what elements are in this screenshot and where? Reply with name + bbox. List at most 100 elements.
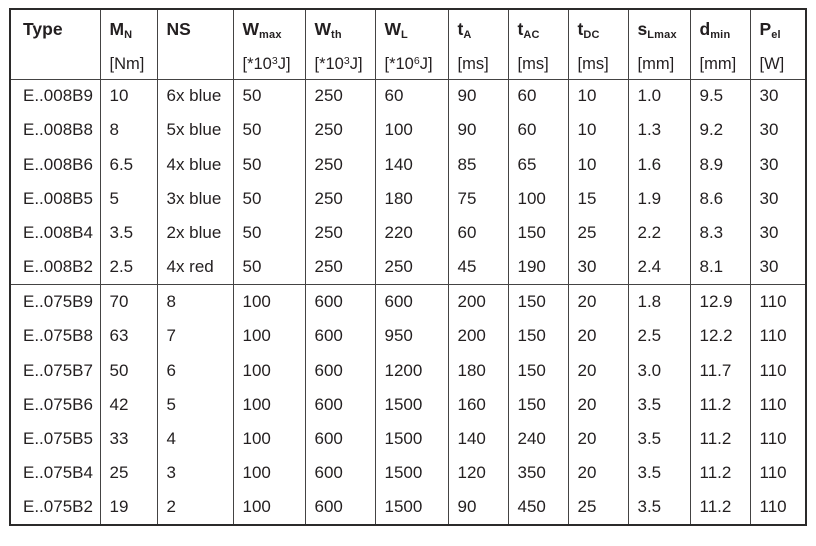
- cell-dmin: 8.6: [689, 181, 750, 217]
- cell-slmax: 1.8: [627, 284, 690, 320]
- cell-dmin: 9.5: [689, 79, 750, 114]
- cell-tdc: 25: [567, 490, 628, 525]
- cell-tac: 450: [507, 490, 568, 525]
- cell-slmax: 3.5: [627, 387, 690, 422]
- cell-tdc: 20: [567, 421, 628, 457]
- cell-tac: 100: [507, 181, 568, 217]
- cell-pel: 110: [749, 319, 806, 354]
- column-unit: [mm]: [637, 55, 675, 73]
- cell-tdc: 25: [567, 216, 628, 251]
- column-header-tac: tAC [ms]: [507, 9, 568, 80]
- column-symbol: sLmax: [637, 19, 677, 41]
- column-unit: [Nm]: [109, 55, 145, 73]
- cell-ta: 200: [447, 284, 508, 320]
- cell-mn: 8: [99, 113, 157, 148]
- table-row: E..008B6 6.5 4x blue 50 250 140 85 65 10 1.6 8.9 30: [10, 147, 806, 182]
- cell-mn: 33: [99, 421, 157, 457]
- column-unit: [ms]: [577, 55, 609, 73]
- cell-type: E..075B8: [23, 326, 93, 346]
- cell-tdc: 10: [567, 79, 628, 114]
- cell-wmax: 100: [232, 284, 305, 320]
- column-unit: [*103J]: [242, 55, 291, 73]
- cell-pel: 30: [749, 181, 806, 217]
- table-header: Type MN [Nm] NS Wmax [*103J] Wth [*103J] WL [*1…: [10, 9, 806, 80]
- cell-wmax: 100: [232, 421, 305, 457]
- cell-wmax: 100: [232, 353, 305, 388]
- column-symbol: WL: [384, 19, 408, 41]
- cell-tdc: 20: [567, 319, 628, 354]
- table-row: E..075B9 70 8 100 600 600 200 150 20 1.8 12.9 110: [10, 284, 806, 320]
- column-header-wth: Wth [*103J]: [304, 9, 375, 80]
- table-row: E..075B7 50 6 100 600 1200 180 150 20 3.0 11.7 110: [10, 353, 806, 388]
- cell-wl: 1500: [374, 456, 448, 491]
- cell-tdc: 20: [567, 387, 628, 422]
- cell-ns: 2x blue: [156, 216, 233, 251]
- cell-tac: 150: [507, 216, 568, 251]
- column-header-pel: Pel [W]: [749, 9, 806, 80]
- cell-pel: 30: [749, 79, 806, 114]
- column-header-dmin: dmin [mm]: [689, 9, 750, 80]
- cell-wmax: 50: [232, 181, 305, 217]
- cell-slmax: 2.2: [627, 216, 690, 251]
- cell-wl: 140: [374, 147, 448, 182]
- cell-slmax: 3.0: [627, 353, 690, 388]
- cell-wth: 250: [304, 147, 375, 182]
- column-unit: [ms]: [457, 55, 489, 73]
- cell-ta: 60: [447, 216, 508, 251]
- cell-wth: 600: [304, 284, 375, 320]
- cell-tdc: 10: [567, 147, 628, 182]
- cell-wl: 950: [374, 319, 448, 354]
- cell-wth: 600: [304, 421, 375, 457]
- column-unit: [*106J]: [384, 55, 433, 73]
- cell-wmax: 100: [232, 490, 305, 525]
- cell-wl: 1500: [374, 490, 448, 525]
- cell-ta: 75: [447, 181, 508, 217]
- column-symbol: Wmax: [242, 19, 282, 41]
- cell-pel: 110: [749, 387, 806, 422]
- header-row: Type MN [Nm] NS Wmax [*103J] Wth [*103J] WL [*1…: [10, 9, 806, 80]
- cell-ta: 90: [447, 490, 508, 525]
- cell-ta: 180: [447, 353, 508, 388]
- table-row: E..075B5 33 4 100 600 1500 140 240 20 3.5 11.2 110: [10, 421, 806, 457]
- cell-slmax: 1.9: [627, 181, 690, 217]
- cell-slmax: 1.3: [627, 113, 690, 148]
- cell-dmin: 11.2: [689, 490, 750, 525]
- cell-pel: 30: [749, 147, 806, 182]
- cell-ta: 45: [447, 250, 508, 285]
- cell-wth: 600: [304, 353, 375, 388]
- cell-slmax: 2.5: [627, 319, 690, 354]
- cell-ta: 140: [447, 421, 508, 457]
- cell-mn: 42: [99, 387, 157, 422]
- column-symbol: tA: [457, 19, 472, 41]
- cell-wmax: 50: [232, 250, 305, 285]
- cell-ta: 90: [447, 113, 508, 148]
- cell-mn: 2.5: [99, 250, 157, 285]
- cell-tdc: 20: [567, 284, 628, 320]
- cell-slmax: 3.5: [627, 456, 690, 491]
- cell-wmax: 50: [232, 79, 305, 114]
- table-row: E..008B8 8 5x blue 50 250 100 90 60 10 1.3 9.2 30: [10, 113, 806, 148]
- column-header-type: Type: [10, 9, 100, 80]
- cell-slmax: 1.0: [627, 79, 690, 114]
- cell-mn: 19: [99, 490, 157, 525]
- cell-ns: 8: [156, 284, 233, 320]
- column-symbol: tAC: [517, 19, 540, 41]
- cell-tdc: 20: [567, 353, 628, 388]
- cell-wmax: 100: [232, 456, 305, 491]
- cell-wth: 600: [304, 490, 375, 525]
- row-group-1: E..008B9 10 6x blue 50 250 60 90 60 10 1.0 9.5 30 E.…: [10, 79, 806, 285]
- cell-ns: 3x blue: [156, 181, 233, 217]
- cell-dmin: 9.2: [689, 113, 750, 148]
- cell-dmin: 11.2: [689, 456, 750, 491]
- column-unit: [W]: [759, 55, 785, 73]
- cell-wl: 180: [374, 181, 448, 217]
- cell-dmin: 11.2: [689, 387, 750, 422]
- cell-mn: 70: [99, 284, 157, 320]
- cell-wmax: 50: [232, 216, 305, 251]
- cell-ns: 4x red: [156, 250, 233, 285]
- cell-wth: 250: [304, 113, 375, 148]
- cell-pel: 110: [749, 353, 806, 388]
- column-symbol: NS: [166, 19, 191, 39]
- cell-wl: 1200: [374, 353, 448, 388]
- cell-ta: 90: [447, 79, 508, 114]
